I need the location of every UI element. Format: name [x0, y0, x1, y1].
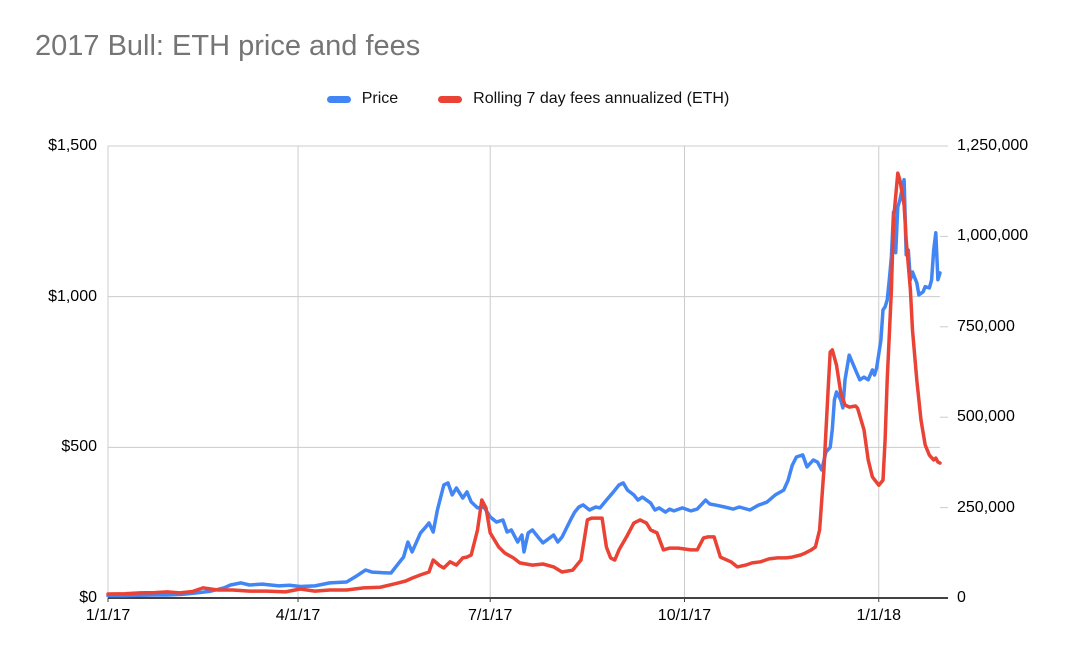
y-right-tick-label: 1,000,000 [957, 227, 1029, 245]
price-line [106, 177, 942, 598]
legend-item-price: Price [326, 90, 399, 108]
price-series-swatch-icon [326, 95, 351, 103]
legend-item-fees: Rolling 7 day fees annualized (ETH) [438, 90, 729, 108]
x-axis-tick-label: 4/1/17 [275, 607, 321, 624]
fees-line [106, 171, 942, 596]
chart-title: 2017 Bull: ETH price and fees [35, 30, 421, 62]
x-axis-tick-label: 1/1/17 [85, 607, 131, 624]
y-left-tick-label: $500 [61, 438, 97, 456]
y-right-tick-label: 250,000 [957, 498, 1015, 516]
legend: Price Rolling 7 day fees annualized (ETH… [0, 90, 1056, 108]
x-axis-tick-label: 7/1/17 [467, 607, 513, 624]
y-right-tick-label: 500,000 [957, 408, 1015, 426]
legend-label-price: Price [361, 90, 399, 107]
y-left-tick-label: $1,000 [48, 287, 97, 305]
y-left-tick-label: $1,500 [48, 137, 97, 154]
y-right-tick-label: 0 [957, 589, 966, 606]
x-axis-tick-label: 10/1/17 [657, 607, 712, 624]
x-axis-tick-label: 1/1/18 [856, 607, 901, 624]
y-right-tick-label: 750,000 [957, 317, 1015, 335]
y-right-tick-label: 1,250,000 [957, 137, 1029, 154]
legend-label-fees: Rolling 7 day fees annualized (ETH) [473, 90, 730, 107]
fees-series-swatch-icon [438, 95, 463, 103]
y-left-tick-label: $0 [79, 589, 97, 606]
